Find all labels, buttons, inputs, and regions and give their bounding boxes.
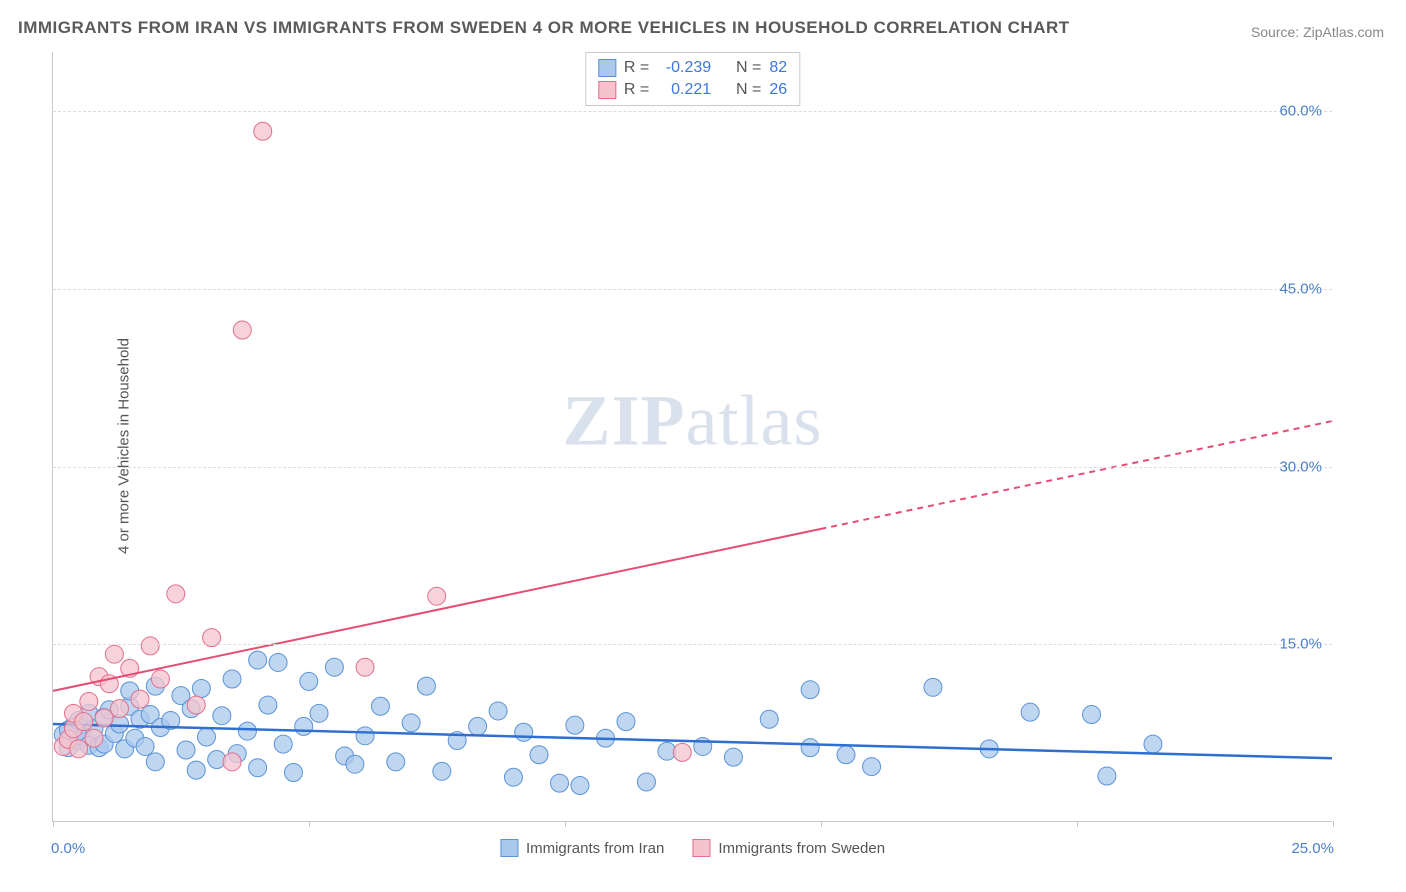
series-legend: Immigrants from Iran Immigrants from Swe… bbox=[500, 839, 885, 857]
data-point bbox=[550, 774, 568, 792]
data-point bbox=[249, 759, 267, 777]
data-point bbox=[136, 737, 154, 755]
data-point bbox=[177, 741, 195, 759]
data-point bbox=[233, 321, 251, 339]
legend-swatch-iran-2 bbox=[500, 839, 518, 857]
trend-line-dashed bbox=[820, 421, 1332, 529]
gridline bbox=[53, 111, 1332, 112]
data-point bbox=[70, 740, 88, 758]
chart-title: IMMIGRANTS FROM IRAN VS IMMIGRANTS FROM … bbox=[18, 18, 1070, 38]
data-point bbox=[85, 729, 103, 747]
data-point bbox=[760, 710, 778, 728]
legend-swatch-iran bbox=[598, 59, 616, 77]
source-link[interactable]: ZipAtlas.com bbox=[1303, 24, 1384, 40]
data-point bbox=[801, 739, 819, 757]
data-point bbox=[197, 728, 215, 746]
data-point bbox=[141, 637, 159, 655]
x-tick bbox=[565, 821, 566, 827]
source-attribution: Source: ZipAtlas.com bbox=[1251, 24, 1384, 40]
data-point bbox=[837, 746, 855, 764]
y-tick-label: 30.0% bbox=[1279, 458, 1322, 475]
data-point bbox=[187, 696, 205, 714]
data-point bbox=[213, 707, 231, 725]
data-point bbox=[131, 690, 149, 708]
gridline bbox=[53, 289, 1332, 290]
legend-item-sweden: Immigrants from Sweden bbox=[692, 839, 885, 857]
data-point bbox=[284, 764, 302, 782]
x-tick bbox=[1333, 821, 1334, 827]
x-axis-min-label: 0.0% bbox=[51, 840, 85, 857]
data-point bbox=[295, 717, 313, 735]
data-point bbox=[254, 122, 272, 140]
data-point bbox=[249, 651, 267, 669]
data-point bbox=[566, 716, 584, 734]
legend-row-iran: R = -0.239 N = 82 bbox=[598, 57, 787, 79]
data-point bbox=[617, 713, 635, 731]
y-tick-label: 45.0% bbox=[1279, 280, 1322, 297]
chart-svg bbox=[53, 52, 1332, 821]
data-point bbox=[356, 658, 374, 676]
stats-legend: R = -0.239 N = 82 R = 0.221 N = 26 bbox=[585, 52, 800, 106]
data-point bbox=[269, 653, 287, 671]
x-tick bbox=[309, 821, 310, 827]
x-tick bbox=[53, 821, 54, 827]
data-point bbox=[151, 670, 169, 688]
data-point bbox=[80, 693, 98, 711]
data-point bbox=[75, 713, 93, 731]
plot-area: ZIPatlas R = -0.239 N = 82 R = 0.221 N =… bbox=[52, 52, 1332, 822]
data-point bbox=[469, 717, 487, 735]
data-point bbox=[571, 777, 589, 795]
data-point bbox=[192, 680, 210, 698]
x-axis-max-label: 25.0% bbox=[1291, 840, 1334, 857]
data-point bbox=[300, 672, 318, 690]
data-point bbox=[863, 758, 881, 776]
data-point bbox=[167, 585, 185, 603]
trend-line-solid bbox=[53, 529, 820, 691]
data-point bbox=[223, 670, 241, 688]
y-tick-label: 15.0% bbox=[1279, 636, 1322, 653]
data-point bbox=[433, 762, 451, 780]
data-point bbox=[259, 696, 277, 714]
legend-item-iran: Immigrants from Iran bbox=[500, 839, 664, 857]
data-point bbox=[637, 773, 655, 791]
data-point bbox=[673, 743, 691, 761]
data-point bbox=[489, 702, 507, 720]
gridline bbox=[53, 467, 1332, 468]
gridline bbox=[53, 644, 1332, 645]
y-tick-label: 60.0% bbox=[1279, 103, 1322, 120]
data-point bbox=[1021, 703, 1039, 721]
data-point bbox=[1144, 735, 1162, 753]
data-point bbox=[238, 722, 256, 740]
source-label: Source: bbox=[1251, 24, 1299, 40]
x-tick bbox=[821, 821, 822, 827]
data-point bbox=[402, 714, 420, 732]
data-point bbox=[274, 735, 292, 753]
data-point bbox=[356, 727, 374, 745]
data-point bbox=[428, 587, 446, 605]
data-point bbox=[417, 677, 435, 695]
data-point bbox=[223, 753, 241, 771]
data-point bbox=[346, 755, 364, 773]
legend-swatch-sweden bbox=[598, 81, 616, 99]
legend-swatch-sweden-2 bbox=[692, 839, 710, 857]
data-point bbox=[504, 768, 522, 786]
data-point bbox=[111, 700, 129, 718]
data-point bbox=[724, 748, 742, 766]
x-tick bbox=[1077, 821, 1078, 827]
data-point bbox=[1098, 767, 1116, 785]
data-point bbox=[187, 761, 205, 779]
data-point bbox=[924, 678, 942, 696]
data-point bbox=[310, 704, 328, 722]
data-point bbox=[515, 723, 533, 741]
data-point bbox=[105, 645, 123, 663]
data-point bbox=[530, 746, 548, 764]
data-point bbox=[371, 697, 389, 715]
data-point bbox=[95, 709, 113, 727]
data-point bbox=[801, 681, 819, 699]
data-point bbox=[146, 753, 164, 771]
legend-row-sweden: R = 0.221 N = 26 bbox=[598, 79, 787, 101]
data-point bbox=[387, 753, 405, 771]
data-point bbox=[325, 658, 343, 676]
data-point bbox=[1083, 706, 1101, 724]
